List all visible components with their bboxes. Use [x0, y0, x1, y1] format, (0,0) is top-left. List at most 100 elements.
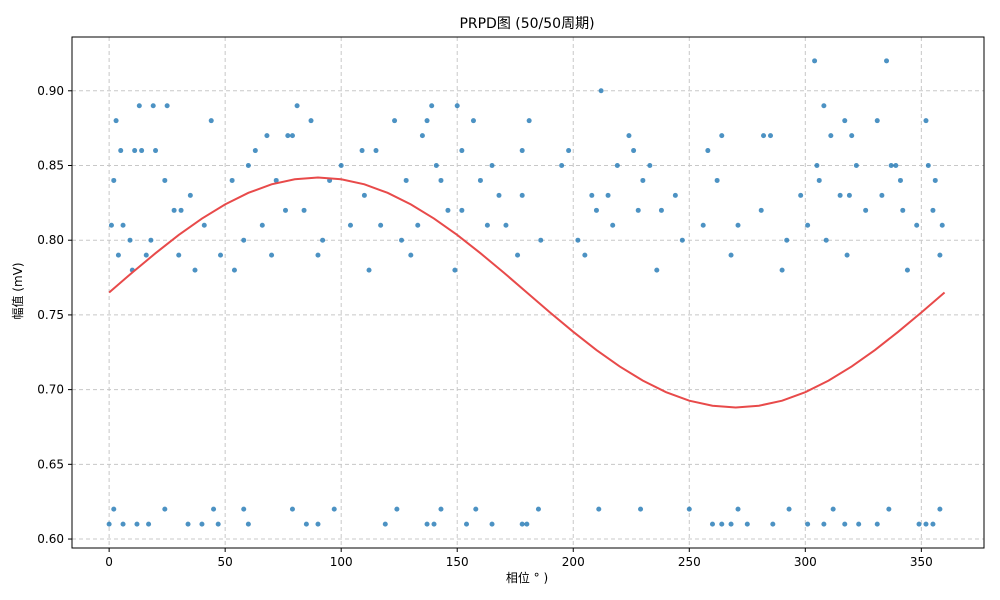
scatter-point: [930, 521, 936, 527]
scatter-point: [888, 162, 894, 168]
scatter-point: [289, 133, 295, 139]
scatter-point: [445, 207, 451, 213]
x-tick-label-4: 200: [562, 555, 585, 569]
scatter-point: [143, 252, 149, 258]
scatter-point: [415, 222, 421, 228]
scatter-point: [856, 521, 862, 527]
x-tick-label-6: 300: [794, 555, 817, 569]
scatter-point: [923, 118, 929, 124]
scatter-point: [886, 506, 892, 512]
scatter-point: [596, 506, 602, 512]
scatter-point: [315, 252, 321, 258]
y-tick-label-3: 0.75: [37, 308, 64, 322]
scatter-point: [454, 103, 460, 109]
scatter-point: [559, 162, 565, 168]
sine-curve-line: [108, 176, 946, 409]
scatter-point: [171, 207, 177, 213]
scatter-point: [535, 506, 541, 512]
scatter-point: [884, 58, 890, 64]
scatter-point: [526, 118, 532, 124]
scatter-point: [844, 252, 850, 258]
scatter-point: [120, 222, 126, 228]
scatter-point: [127, 237, 133, 243]
scatter-point: [294, 103, 300, 109]
scatter-point: [164, 103, 170, 109]
scatter-point: [784, 237, 790, 243]
scatter-point: [893, 162, 899, 168]
scatter-point: [259, 222, 265, 228]
scatter-point: [382, 521, 388, 527]
scatter-point: [111, 177, 117, 183]
scatter-point: [837, 192, 843, 198]
scatter-point: [925, 162, 931, 168]
scatter-point: [519, 192, 525, 198]
scatter-point: [489, 162, 495, 168]
scatter-point: [853, 162, 859, 168]
gridlines: [72, 37, 984, 548]
scatter-point: [700, 222, 706, 228]
scatter-point: [654, 267, 660, 273]
y-axis-label: 幅值 (mV): [10, 262, 25, 319]
scatter-point: [770, 521, 776, 527]
scatter-point: [758, 207, 764, 213]
scatter-point: [132, 148, 138, 154]
x-tick-label-1: 50: [218, 555, 233, 569]
scatter-point: [150, 103, 156, 109]
scatter-point: [218, 252, 224, 258]
scatter-point: [805, 521, 811, 527]
scatter-point: [459, 207, 465, 213]
scatter-point: [814, 162, 820, 168]
scatter-point: [361, 192, 367, 198]
scatter-point: [914, 222, 920, 228]
scatter-point: [315, 521, 321, 527]
scatter-point: [916, 521, 922, 527]
scatter-point: [937, 506, 943, 512]
scatter-point: [900, 207, 906, 213]
scatter-point: [252, 148, 258, 154]
scatter-point: [477, 177, 483, 183]
y-tick-label-1: 0.65: [37, 457, 64, 471]
x-tick-label-3: 150: [446, 555, 469, 569]
scatter-point: [524, 521, 530, 527]
scatter-point: [424, 118, 430, 124]
scatter-point: [823, 237, 829, 243]
scatter-point: [231, 267, 237, 273]
scatter-point: [635, 207, 641, 213]
scatter-point: [120, 521, 126, 527]
scatter-point: [863, 207, 869, 213]
scatter-point: [821, 521, 827, 527]
y-tick-label-0: 0.60: [37, 532, 64, 546]
scatter-point: [626, 133, 632, 139]
scatter-point: [438, 177, 444, 183]
scatter-point: [719, 521, 725, 527]
scatter-point: [464, 521, 470, 527]
scatter-point: [408, 252, 414, 258]
scatter-point: [269, 252, 275, 258]
scatter-point: [519, 521, 525, 527]
scatter-point: [798, 192, 804, 198]
scatter-point: [185, 521, 191, 527]
scatter-point: [538, 237, 544, 243]
scatter-point: [728, 252, 734, 258]
scatter-point: [359, 148, 365, 154]
scatter-point: [930, 207, 936, 213]
scatter-point: [779, 267, 785, 273]
scatter-point: [714, 177, 720, 183]
tick-labels: 0 50 100 150 200 250 300 350 0.60 0.65 0.70 0.75 0.8…: [37, 84, 933, 569]
scatter-point: [308, 118, 314, 124]
scatter-point: [686, 506, 692, 512]
scatter-point: [424, 521, 430, 527]
scatter-point: [566, 148, 572, 154]
scatter-point: [433, 162, 439, 168]
scatter-point: [347, 222, 353, 228]
scatter-point: [605, 192, 611, 198]
scatter-point: [394, 506, 400, 512]
scatter-point: [768, 133, 774, 139]
scatter-point: [399, 237, 405, 243]
scatter-point: [146, 521, 152, 527]
chart-title: PRPD图 (50/50周期): [459, 16, 594, 32]
scatter-point: [923, 521, 929, 527]
scatter-point: [285, 133, 291, 139]
scatter-point: [229, 177, 235, 183]
